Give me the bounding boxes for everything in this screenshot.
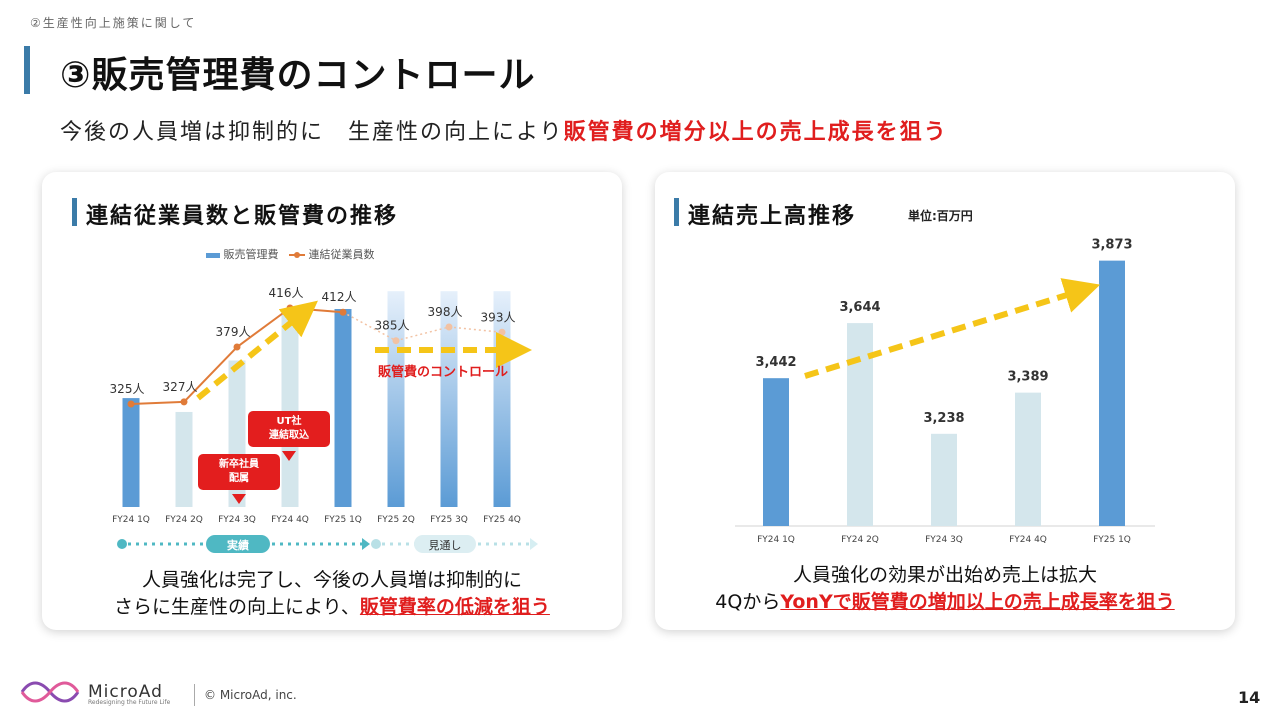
right-caption-line2: 4QからYonYで販管費の増加以上の売上成長率を狙う (655, 589, 1235, 616)
left-panel-accent (72, 198, 77, 226)
legend-line-label: 連結従業員数 (308, 248, 375, 261)
page-title: ③販売管理費のコントロール (60, 55, 536, 96)
right-panel-accent (674, 198, 679, 226)
left-x-tick-label: FY24 1Q (112, 515, 150, 525)
right-unit-label: 単位:百万円 (908, 209, 973, 223)
timeline-forecast-label: 見通し (428, 539, 462, 552)
control-annotation: 販管費のコントロール (378, 365, 509, 380)
sales-data-label: 3,644 (839, 300, 880, 315)
employee-line-segment (183, 346, 238, 403)
sales-data-label: 3,238 (923, 411, 964, 426)
legend-bar-swatch (206, 252, 220, 258)
footer-tagline: Redesigning the Future Life (88, 699, 171, 706)
sales-bar (931, 433, 957, 526)
right-panel-title: 連結売上高推移 (688, 204, 857, 229)
right-x-tick-label: FY24 2Q (841, 535, 879, 545)
employee-line-segment (395, 326, 450, 342)
employee-line-point (498, 328, 506, 336)
employee-line-segment (342, 311, 397, 342)
left-legend: 販売管理費 連結従業員数 (206, 246, 375, 262)
growth-arrow (196, 300, 318, 401)
left-bar (175, 411, 193, 507)
left-x-tick-label: FY25 1Q (324, 515, 362, 525)
left-x-tick-label: FY25 3Q (430, 515, 468, 525)
sales-bar (1015, 392, 1041, 526)
employee-data-label: 327人 (163, 380, 198, 394)
legend-bar-label: 販売管理費 (223, 248, 279, 261)
callout-ut: UT社 連結取込 (248, 411, 330, 447)
callout-new-grad: 新卒社員 配属 (198, 454, 280, 490)
employee-line-point (180, 398, 188, 406)
right-caption-line2-red: YonYで販管費の増加以上の売上成長率を狙う (780, 591, 1175, 613)
employee-line-point (286, 304, 294, 312)
left-bar (387, 291, 405, 507)
right-caption-line1: 人員強化の効果が出始め売上は拡大 (792, 564, 1097, 586)
sales-bar (763, 378, 789, 526)
employee-line-point (339, 308, 347, 316)
right-chart-svg: 3,442 3,644 3,238 3,389 3,873 FY24 1Q FY24 2Q… (735, 238, 1155, 545)
footer-separator (194, 684, 195, 706)
right-x-tick-label: FY24 4Q (1009, 535, 1047, 545)
employee-data-label: 379人 (216, 325, 251, 339)
left-caption: 人員強化は完了し、今後の人員増は抑制的に さらに生産性の向上により、販管費率の低… (42, 567, 622, 621)
page-number: 14 (1238, 688, 1261, 707)
employee-data-label: 412人 (322, 290, 357, 304)
left-bar (334, 309, 352, 507)
left-caption-line2: さらに生産性の向上により、販管費率の低減を狙う (42, 594, 622, 621)
employee-line-point (392, 337, 400, 345)
right-x-tick-label: FY24 3Q (925, 535, 963, 545)
left-chart-svg: 325人 327人 379人 416人 412人 385人 398人 393人 FY24 1Q… (110, 286, 538, 553)
right-x-tick-label: FY25 1Q (1093, 535, 1131, 545)
sales-data-label: 3,873 (1091, 238, 1132, 253)
left-x-tick-label: FY24 2Q (165, 515, 203, 525)
section-label: ②生産性向上施策に関して (30, 16, 197, 30)
employee-data-label: 393人 (481, 310, 516, 324)
left-bar (281, 309, 299, 507)
employee-line-point (233, 343, 241, 351)
employee-data-label: 416人 (269, 286, 304, 300)
left-caption-line2-red: 販管費率の低減を狙う (359, 596, 550, 618)
sales-data-label: 3,442 (755, 355, 796, 370)
left-x-tick-label: FY25 2Q (377, 515, 415, 525)
subtitle-plain: 今後の人員増は抑制的に 生産性の向上により (60, 120, 564, 145)
left-bar (440, 291, 458, 507)
timeline-actual-label: 実績 (227, 539, 249, 552)
left-x-tick-label: FY24 4Q (271, 515, 309, 525)
subtitle-highlight: 販管費の増分以上の売上成長を狙う (563, 120, 948, 145)
employee-line-point (127, 400, 135, 408)
callout-ut-pointer (282, 451, 296, 461)
page-subtitle: 今後の人員増は抑制的に 生産性の向上により販管費の増分以上の売上成長を狙う (60, 114, 948, 146)
employee-data-label: 325人 (110, 382, 145, 396)
left-bar (122, 398, 140, 507)
footer-copyright: © MicroAd, inc. (204, 688, 297, 702)
left-panel-title: 連結従業員数と販管費の推移 (86, 204, 399, 229)
sales-bar (1099, 260, 1125, 526)
employee-line-segment (448, 326, 503, 334)
employee-line-point (445, 323, 453, 331)
right-x-tick-label: FY24 1Q (757, 535, 795, 545)
left-x-tick-label: FY25 4Q (483, 515, 521, 525)
callout-new-pointer (232, 494, 246, 504)
footer-brand: MicroAd (88, 682, 163, 702)
legend-line-swatch (289, 252, 305, 258)
right-caption: 人員強化の効果が出始め売上は拡大 4QからYonYで販管費の増加以上の売上成長率… (655, 562, 1235, 616)
sales-growth-arrow (804, 278, 1101, 379)
right-panel (655, 172, 1235, 630)
timeline (117, 535, 538, 553)
title-accent-bar (24, 46, 30, 94)
sales-data-label: 3,389 (1007, 370, 1048, 385)
employee-data-label: 385人 (375, 319, 410, 333)
left-caption-line1: 人員強化は完了し、今後の人員増は抑制的に (141, 569, 522, 591)
microad-logo-icon (20, 681, 80, 703)
left-caption-line2-plain: さらに生産性の向上により、 (114, 596, 360, 618)
employee-data-label: 398人 (428, 305, 463, 319)
employee-line-segment (130, 400, 185, 405)
right-caption-line2-plain: 4Qから (715, 591, 781, 613)
left-x-tick-label: FY24 3Q (218, 515, 256, 525)
